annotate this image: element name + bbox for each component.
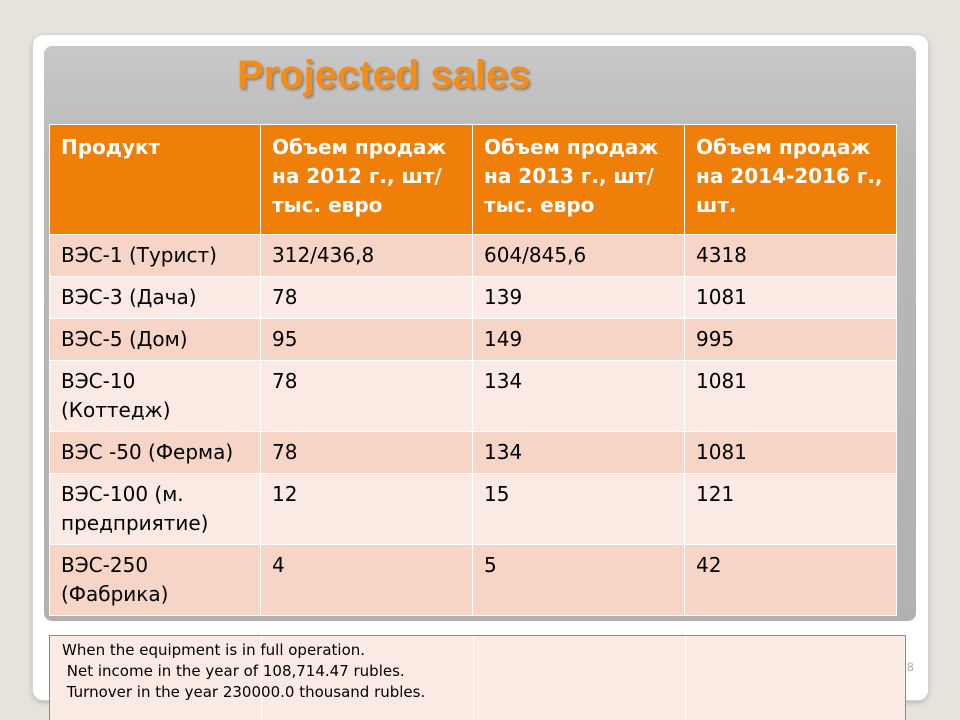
table-row: ВЭС-1 (Турист) 312/436,8 604/845,6 4318: [49, 234, 897, 277]
product-cell: ВЭС-1 (Турист): [49, 234, 261, 277]
note-line: Net income in the year of 108,714.47 rub…: [62, 662, 405, 680]
sales-2013-cell: 139: [472, 276, 685, 319]
column-divider: [685, 636, 686, 720]
note-box: When the equipment is in full operation.…: [49, 635, 906, 720]
sales-2012-cell: 95: [260, 318, 473, 361]
column-divider: [261, 636, 262, 720]
table-row: ВЭС -50 (Ферма) 78 134 1081: [49, 431, 897, 474]
sales-2014-2016-cell: 1081: [684, 276, 897, 319]
table-row: ВЭС-10 (Коттедж) 78 134 1081: [49, 360, 897, 432]
product-cell: ВЭС-3 (Дача): [49, 276, 261, 319]
column-header-product: Продукт: [49, 124, 261, 235]
sales-2013-cell: 5: [472, 544, 685, 616]
product-cell: ВЭС-250 (Фабрика): [49, 544, 261, 616]
sales-2014-2016-cell: 121: [684, 473, 897, 545]
product-cell: ВЭС -50 (Ферма): [49, 431, 261, 474]
column-header-2014-2016: Объем продаж на 2014-2016 г., шт.: [684, 124, 897, 235]
sales-2014-2016-cell: 1081: [684, 360, 897, 432]
sales-2014-2016-cell: 4318: [684, 234, 897, 277]
sales-2013-cell: 134: [472, 431, 685, 474]
sales-2013-cell: 604/845,6: [472, 234, 685, 277]
sales-2012-cell: 12: [260, 473, 473, 545]
sales-2012-cell: 4: [260, 544, 473, 616]
note-line: When the equipment is in full operation.: [62, 641, 366, 659]
product-cell: ВЭС-10 (Коттедж): [49, 360, 261, 432]
sales-2013-cell: 149: [472, 318, 685, 361]
sales-2013-cell: 15: [472, 473, 685, 545]
column-divider: [473, 636, 474, 720]
table-row: ВЭС-3 (Дача) 78 139 1081: [49, 276, 897, 319]
sales-2013-cell: 134: [472, 360, 685, 432]
sales-2014-2016-cell: 995: [684, 318, 897, 361]
sales-2012-cell: 78: [260, 431, 473, 474]
sales-2012-cell: 312/436,8: [260, 234, 473, 277]
page-number: 8: [907, 660, 914, 674]
sales-2012-cell: 78: [260, 360, 473, 432]
note-line: Turnover in the year 230000.0 thousand r…: [62, 683, 426, 701]
product-cell: ВЭС-100 (м. предприятие): [49, 473, 261, 545]
table-row: ВЭС-250 (Фабрика) 4 5 42: [49, 544, 897, 616]
column-header-2013: Объем продаж на 2013 г., шт/тыс. евро: [472, 124, 685, 235]
sales-2014-2016-cell: 42: [684, 544, 897, 616]
sales-table: Продукт Объем продаж на 2012 г., шт/тыс.…: [49, 124, 897, 616]
sales-2012-cell: 78: [260, 276, 473, 319]
column-header-2012: Объем продаж на 2012 г., шт/тыс. евро: [260, 124, 473, 235]
sales-2014-2016-cell: 1081: [684, 431, 897, 474]
table-row: ВЭС-5 (Дом) 95 149 995: [49, 318, 897, 361]
slide-title: Projected sales: [237, 53, 531, 97]
product-cell: ВЭС-5 (Дом): [49, 318, 261, 361]
table-header-row: Продукт Объем продаж на 2012 г., шт/тыс.…: [49, 124, 897, 235]
note-text: When the equipment is in full operation.…: [62, 640, 425, 703]
table-row: ВЭС-100 (м. предприятие) 12 15 121: [49, 473, 897, 545]
